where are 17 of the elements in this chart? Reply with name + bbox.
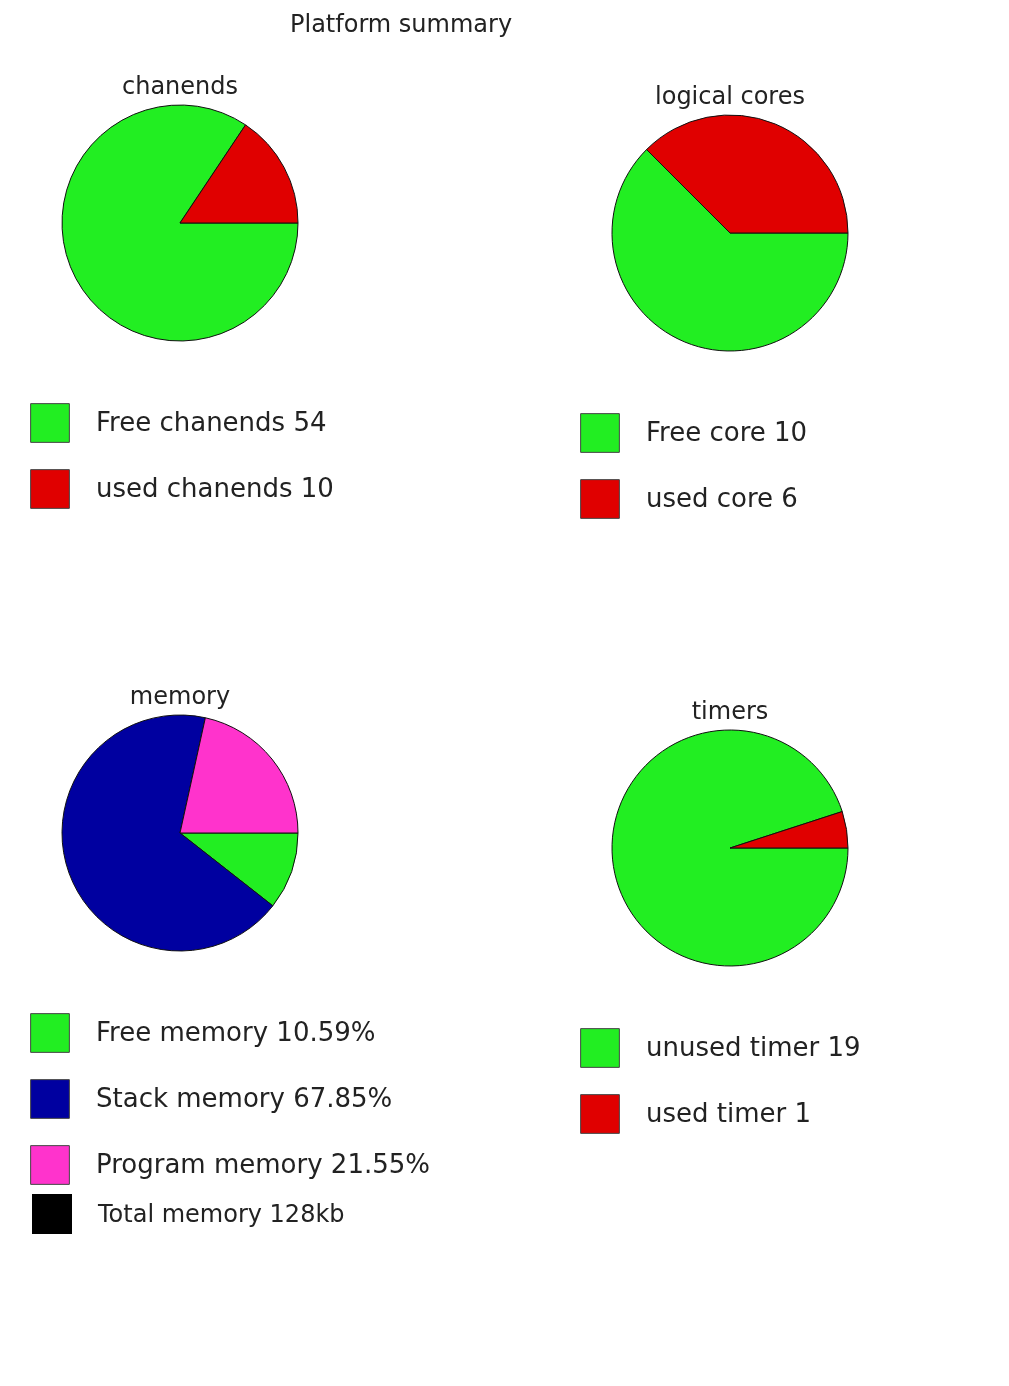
legend-label: Free memory 10.59% [96, 1017, 376, 1047]
chart-title: logical cores [655, 82, 805, 110]
text: Platform summary [290, 10, 513, 38]
legend-label: used core 6 [646, 483, 798, 513]
legend-label: Stack memory 67.85% [96, 1083, 393, 1113]
pie-slice [611, 729, 849, 967]
legend-label: Free chanends 54 [96, 407, 327, 437]
pie-slice [61, 104, 299, 342]
chart-title: chanends [121, 72, 239, 100]
chart-title: memory [129, 682, 231, 710]
legend-label: Program memory 21.55% [96, 1149, 431, 1179]
legend-label: Free core 10 [646, 417, 808, 447]
chart-title: timers [691, 697, 769, 725]
legend-label: used chanends 10 [96, 473, 334, 503]
legend-label: unused timer 19 [646, 1032, 861, 1062]
text: Total memory 128kb [98, 1200, 345, 1228]
legend-label: used timer 1 [646, 1098, 812, 1128]
